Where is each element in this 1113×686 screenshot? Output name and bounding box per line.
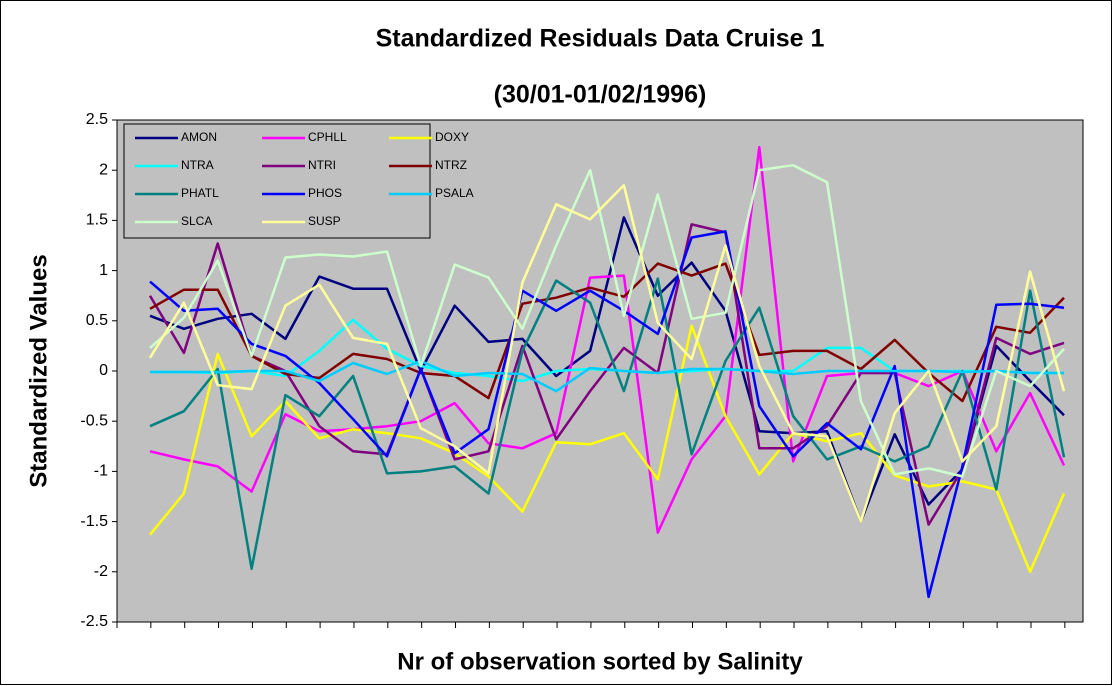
y-axis-title: Standardized Values [25,254,52,487]
legend-label: NTRI [308,158,336,172]
legend-label: NTRZ [435,158,467,172]
series-line [149,230,1065,599]
y-tick-label: -2.5 [80,613,108,630]
y-tick-label: 1.5 [86,212,108,229]
y-tick-label: -1.5 [80,513,108,530]
chart-title: Standardized Residuals Data Cruise 1 [376,25,825,53]
legend-label: PHOS [308,186,342,200]
series-line [149,145,1066,534]
legend-label: PHATL [181,186,219,200]
y-tick-label: -2 [94,563,108,580]
y-tick-label: 2.5 [86,111,108,128]
legend-label: SLCA [181,214,212,228]
series-line [148,184,1066,523]
legend-box [123,123,431,239]
y-tick-label: 0.5 [86,312,108,329]
series-line [149,163,1065,478]
y-tick-label: 2 [99,161,108,178]
chart-subtitle: (30/01-01/02/1996) [494,81,707,109]
legend-label: AMON [181,130,217,144]
legend-label: NTRA [181,158,214,172]
y-tick-label: 1 [99,262,108,279]
series-line [149,277,1066,571]
y-tick-label: 0 [99,362,108,379]
legend-label: DOXY [435,130,469,144]
x-axis-title: Nr of observation sorted by Salinity [397,648,803,675]
legend-label: PSALA [435,186,474,200]
series-line [150,359,1064,393]
legend-label: CPHLL [308,130,347,144]
y-tick-label: -1 [94,463,108,480]
series-line [149,216,1065,523]
legend-label: SUSP [308,214,341,228]
y-tick-label: -0.5 [80,412,108,429]
